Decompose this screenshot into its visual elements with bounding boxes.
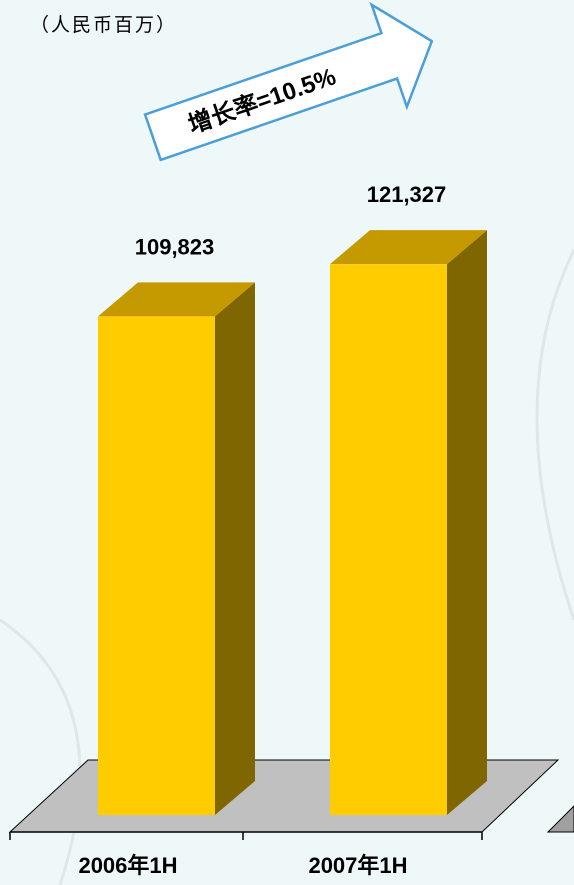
decorative-floor-fragment (546, 805, 574, 833)
bar-front (330, 264, 447, 815)
growth-arrow: 增长率=10.5% (143, 1, 434, 162)
category-label: 2007年1H (308, 853, 407, 878)
bar-value-label: 121,327 (367, 182, 447, 207)
bar-side (215, 282, 255, 816)
category-label: 2006年1H (78, 853, 177, 878)
background-curve (0, 618, 82, 885)
bar-side (447, 230, 487, 815)
growth-arrow-shape (143, 1, 434, 162)
background-curve (535, 249, 574, 621)
bar-top (98, 282, 255, 317)
bar-top (330, 230, 487, 265)
bar-front (98, 316, 215, 815)
bar-value-label: 109,823 (135, 234, 215, 259)
bar (330, 230, 487, 815)
bar (98, 282, 255, 816)
unit-label: （人民币百万） (30, 15, 178, 36)
